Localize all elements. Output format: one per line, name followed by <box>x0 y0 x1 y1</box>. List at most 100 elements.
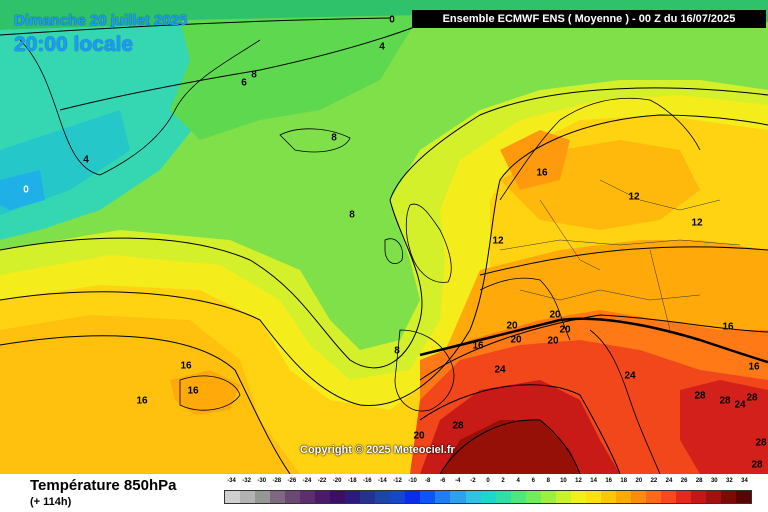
contour-label: 8 <box>349 209 355 221</box>
scale-label: 32 <box>726 478 733 484</box>
border-line-a <box>499 239 741 251</box>
scale-color-cell <box>690 491 706 503</box>
isotherm-16-west <box>0 335 291 474</box>
contour-label: 0 <box>389 14 395 26</box>
scale-color-cell <box>660 491 676 503</box>
france-italy-coast <box>479 277 571 341</box>
contour-label: 24 <box>494 364 506 376</box>
scale-color-cell <box>255 491 271 503</box>
copyright-notice: Copyright © 2025 Meteociel.fr <box>300 444 455 456</box>
contour-label: 16 <box>472 340 484 352</box>
model-header: Ensemble ECMWF ENS ( Moyenne ) - 00 Z du… <box>412 10 766 28</box>
scale-color-cell <box>420 491 436 503</box>
contour-label: 28 <box>751 459 763 471</box>
scale-color-cell <box>315 491 331 503</box>
scale-label: -4 <box>455 478 461 484</box>
contour-label: 6 <box>241 77 247 89</box>
contour-label: 20 <box>559 324 571 336</box>
scale-color-cell <box>225 491 241 503</box>
scale-color-cell <box>330 491 346 503</box>
isotherm-16-east <box>479 246 768 276</box>
scale-label: -22 <box>317 478 327 484</box>
scale-label: 18 <box>620 478 628 484</box>
contour-label: 28 <box>452 420 464 432</box>
scale-label: -34 <box>227 478 236 484</box>
heat-boundary-line <box>419 317 768 364</box>
scale-label: 16 <box>605 478 613 484</box>
scale-label: 4 <box>516 478 520 484</box>
scale-color-cell <box>450 491 466 503</box>
scale-label: -24 <box>302 478 312 484</box>
contour-label: 16 <box>536 167 548 179</box>
contour-label: 20 <box>510 334 522 346</box>
scale-label: -26 <box>287 478 297 484</box>
contour-label: 16 <box>180 360 192 372</box>
scale-label: 20 <box>635 478 643 484</box>
scale-label: -20 <box>332 478 342 484</box>
scale-label: -16 <box>362 478 372 484</box>
scale-color-cell <box>300 491 316 503</box>
scale-color-cell <box>360 491 376 503</box>
scale-color-cell <box>435 491 451 503</box>
scale-color-cell <box>615 491 631 503</box>
contour-label: 28 <box>746 392 758 404</box>
scandinavia-warm-spot <box>500 130 570 190</box>
scale-color-cell <box>630 491 646 503</box>
temperature-map: Dimanche 20 juillet 2025 20:00 locale En… <box>0 0 768 474</box>
contour-label: 4 <box>379 41 385 53</box>
forecast-lead-time: (+ 114h) <box>30 496 72 508</box>
contour-label: 16 <box>187 385 199 397</box>
contour-label: 28 <box>755 437 767 449</box>
isotherm-lines <box>0 17 768 474</box>
scale-label: -32 <box>242 478 251 484</box>
scale-label: -8 <box>424 478 431 484</box>
isotherm-28 <box>439 419 581 474</box>
scale-label: 6 <box>531 478 535 484</box>
contour-label: 20 <box>413 430 425 442</box>
forecast-time: 20:00 locale <box>14 33 134 56</box>
contour-label: 12 <box>691 217 703 229</box>
coldest-core <box>0 170 45 210</box>
contour-label: 8 <box>331 132 337 144</box>
scale-bar <box>224 490 752 504</box>
scale-label: -28 <box>272 478 282 484</box>
scale-label: -18 <box>347 478 357 484</box>
contour-label: 28 <box>694 390 706 402</box>
country-borders <box>499 179 741 331</box>
map-canvas <box>0 0 768 474</box>
scale-label: 10 <box>560 478 567 484</box>
scale-color-cell <box>510 491 526 503</box>
isotherm-20 <box>419 314 768 381</box>
scandinavia-coast <box>499 97 701 201</box>
isotherm-12 <box>0 114 768 407</box>
iceland-coast <box>279 128 351 153</box>
scale-label: -12 <box>393 478 402 484</box>
azores-feature <box>179 375 241 411</box>
contour-label: 16 <box>722 321 734 333</box>
scale-color-cell <box>706 491 722 503</box>
scale-color-cell <box>675 491 691 503</box>
italy-balkan-coast <box>589 329 661 474</box>
contour-label: 0 <box>23 184 29 196</box>
scale-label: 28 <box>695 478 703 484</box>
scale-color-cell <box>736 491 752 503</box>
scale-color-cell <box>645 491 661 503</box>
scale-color-cell <box>600 491 616 503</box>
contour-label: 20 <box>506 320 518 332</box>
scale-color-cell <box>240 491 256 503</box>
variable-title: Température 850hPa <box>30 477 177 494</box>
temperature-scale: -34 -32 -30 -28 -26 -24 -22 -20 -18 -16 -14 -12 -10-… <box>224 478 752 508</box>
scale-color-cell <box>495 491 511 503</box>
scale-label: -30 <box>257 478 267 484</box>
scale-color-cell <box>375 491 391 503</box>
contour-label: 8 <box>251 69 257 81</box>
scale-label: 2 <box>501 478 505 484</box>
border-line-c <box>599 179 721 211</box>
contour-label: 4 <box>83 154 89 166</box>
scale-color-cell <box>270 491 286 503</box>
contour-label: 20 <box>547 335 559 347</box>
border-line-d <box>539 199 601 271</box>
isotherm-4 <box>59 24 421 111</box>
scale-color-cell <box>540 491 556 503</box>
contour-label: 16 <box>136 395 148 407</box>
